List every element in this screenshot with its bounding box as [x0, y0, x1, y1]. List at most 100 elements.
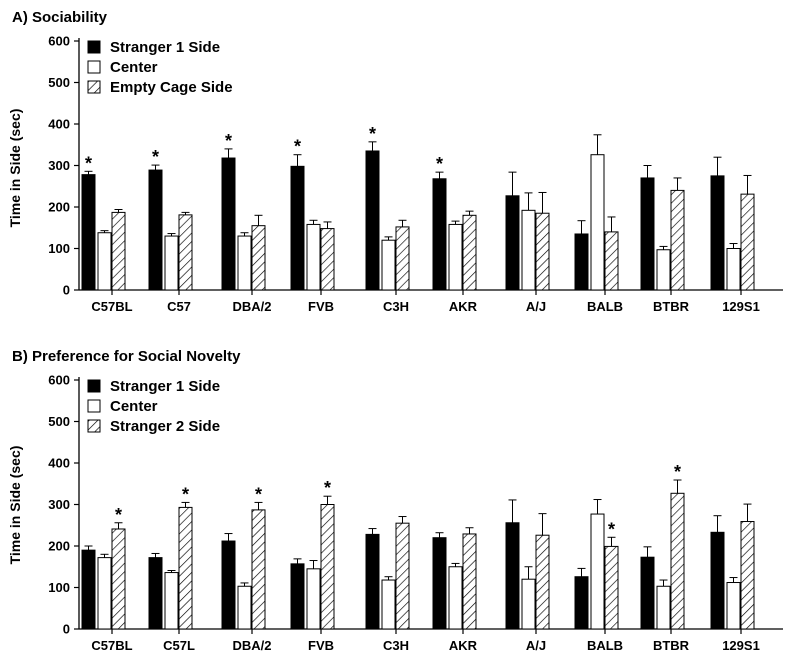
panel-b-significance-star: * — [255, 484, 262, 504]
panel-b-bar-black — [432, 537, 447, 630]
panel-a-bar-black — [432, 178, 447, 291]
panel-b-bar-hatch — [462, 533, 477, 630]
panel-b-significance-star: * — [608, 519, 615, 539]
panel-b-bar-hatch — [535, 534, 550, 630]
panel-b-category-label: C57BL — [91, 638, 132, 653]
panel-a-bar-black — [574, 233, 589, 291]
panel-a-plot: 0 100 200 300 400 500 600 C57BL * C57 * DBA/2 * FVB * C… — [48, 34, 783, 314]
panel-a-y-tick-label: 100 — [48, 241, 70, 256]
panel-b-bar-hatch — [670, 492, 685, 630]
panel-a-bar-hatch — [320, 228, 335, 291]
panel-a-bar-hatch — [462, 214, 477, 291]
panel-a-legend-swatch — [87, 80, 101, 94]
panel-b-legend-swatch — [87, 419, 101, 433]
panel-a-significance-star: * — [85, 153, 92, 173]
panel-b-category-label: DBA/2 — [232, 638, 271, 653]
panel-a-category-label: BTBR — [653, 299, 690, 314]
panel-a-legend-label: Center — [110, 59, 158, 76]
panel-b-bar-white — [306, 568, 321, 630]
panel-a-bar-white — [656, 249, 671, 291]
panel-a-bar-white — [306, 223, 321, 291]
panel-b-significance-star: * — [182, 484, 189, 504]
panel-b-y-tick-label: 300 — [48, 497, 70, 512]
panel-a-significance-star: * — [436, 154, 443, 174]
panel-a-legend-label: Stranger 1 Side — [110, 39, 220, 56]
panel-a-bar-white — [521, 209, 536, 291]
panel-b-bar-hatch — [604, 545, 619, 630]
panel-a-bar-hatch — [111, 211, 126, 291]
panel-b-bar-hatch — [740, 521, 755, 630]
panel-b-bar-black — [710, 531, 725, 630]
panel-b-significance-star: * — [115, 505, 122, 525]
panel-b-bar-hatch — [178, 506, 193, 630]
panel-a-bar-white — [164, 235, 179, 291]
panel-b-bar-black — [574, 576, 589, 630]
panel-b-bar-black — [365, 533, 380, 630]
panel-a-bar-hatch — [178, 214, 193, 291]
panel-b-category-label: BTBR — [653, 638, 690, 653]
panel-a-y-axis-label: Time in Side (sec) — [7, 109, 23, 228]
panel-b-bar-white — [448, 566, 463, 630]
panel-b-y-tick-label: 0 — [63, 622, 70, 637]
panel-b-plot: 0 100 200 300 400 500 600 C57BL * C57L * DBA/2 * FVB *… — [48, 373, 783, 653]
panel-b-legend-label: Center — [110, 398, 158, 415]
panel-a-category-label: AKR — [449, 299, 478, 314]
panel-a-legend-label: Empty Cage Side — [110, 79, 233, 96]
panel-a-bar-white — [97, 232, 112, 291]
panel-b-bar-hatch — [111, 528, 126, 630]
panel-a-bar-hatch — [670, 189, 685, 291]
panel-b-category-label: BALB — [587, 638, 623, 653]
panel-a-category-label: C57 — [167, 299, 191, 314]
panel-b-bar-hatch — [320, 504, 335, 630]
panel-a-category-label: 129S1 — [722, 299, 760, 314]
panel-a-category-label: A/J — [526, 299, 546, 314]
panel-a-bar-black — [81, 174, 96, 291]
panel-a-bar-black — [505, 195, 520, 291]
panel-a-title: A) Sociability — [12, 9, 108, 26]
panel-a-y-tick-label: 300 — [48, 158, 70, 173]
panel-a-bar-hatch — [535, 212, 550, 291]
panel-b-title: B) Preference for Social Novelty — [12, 348, 241, 365]
panel-a-category-label: C57BL — [91, 299, 132, 314]
panel-a-bar-white — [448, 223, 463, 291]
panel-b-bar-black — [81, 549, 96, 630]
panel-b-legend-swatch — [87, 379, 101, 393]
panel-b-significance-star: * — [324, 478, 331, 498]
panel-a-bar-white — [381, 239, 396, 291]
panel-b-bar-white — [521, 578, 536, 630]
panel-a-y-tick-label: 400 — [48, 117, 70, 132]
panel-a-category-label: FVB — [308, 299, 334, 314]
panel-a-bar-black — [290, 165, 305, 291]
panel-a: A) Sociability Time in Side (sec) 0 100 20… — [7, 9, 783, 314]
panel-b-bar-black — [290, 563, 305, 630]
panel-b-category-label: FVB — [308, 638, 334, 653]
panel-b-bar-black — [640, 556, 655, 630]
panel-a-category-label: DBA/2 — [232, 299, 271, 314]
panel-a-bar-hatch — [740, 193, 755, 291]
panel-b: B) Preference for Social Novelty Time in… — [7, 348, 783, 653]
panel-a-bar-black — [221, 157, 236, 291]
panel-a-bar-black — [148, 169, 163, 291]
panel-a-bar-white — [237, 235, 252, 291]
panel-b-bar-hatch — [251, 509, 266, 630]
panel-a-legend-swatch — [87, 60, 101, 74]
panel-b-category-label: C57L — [163, 638, 195, 653]
panel-a-significance-star: * — [294, 137, 301, 157]
panel-b-bar-white — [656, 585, 671, 630]
panel-b-category-label: C3H — [383, 638, 409, 653]
panel-a-y-tick-label: 0 — [63, 283, 70, 298]
panel-b-bar-white — [590, 513, 605, 630]
panel-a-bar-white — [726, 248, 741, 291]
panel-b-bar-white — [726, 582, 741, 630]
panel-b-bar-white — [381, 579, 396, 630]
panel-a-bar-black — [640, 177, 655, 291]
panel-a-y-tick-label: 200 — [48, 200, 70, 215]
panel-a-bar-black — [710, 175, 725, 291]
panel-a-category-label: C3H — [383, 299, 409, 314]
panel-b-category-label: A/J — [526, 638, 546, 653]
panel-b-bar-black — [221, 540, 236, 630]
panel-b-bar-white — [237, 585, 252, 630]
panel-b-y-tick-label: 100 — [48, 580, 70, 595]
panel-b-category-label: AKR — [449, 638, 478, 653]
